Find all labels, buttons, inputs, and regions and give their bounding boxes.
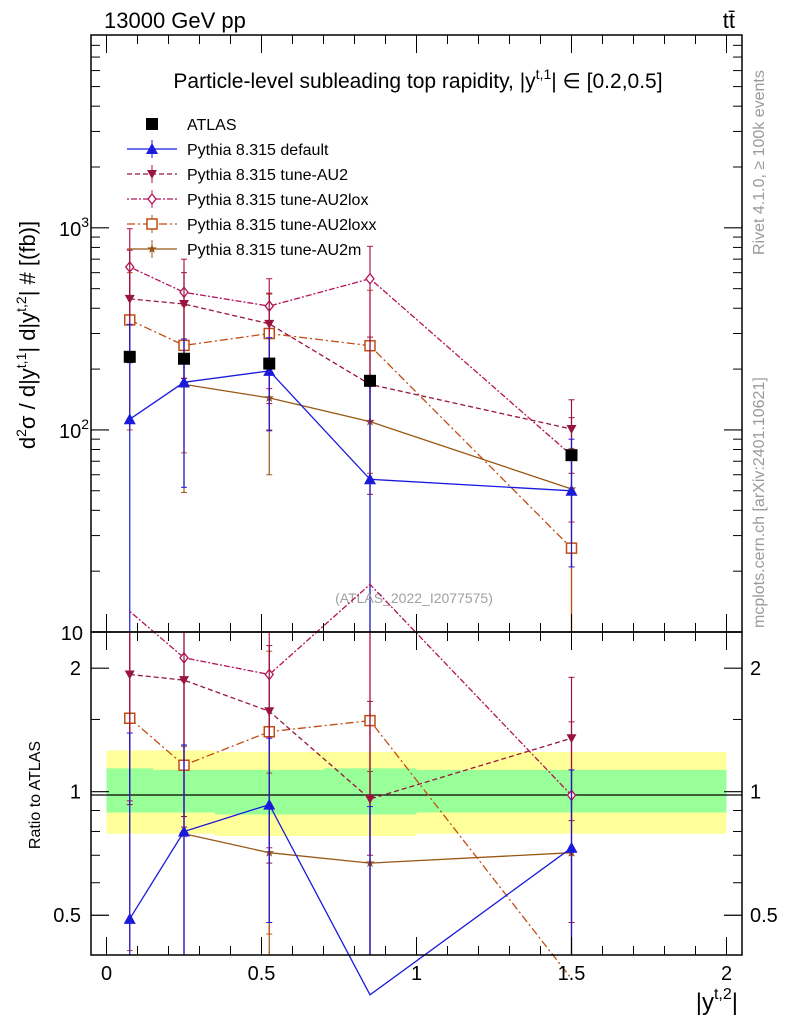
- ratio-ytick-label: 0.5: [53, 905, 81, 927]
- legend-marker-au2lox: [147, 192, 157, 206]
- main-point-default: [565, 484, 578, 496]
- main-line-au2m: [183, 383, 572, 490]
- analysis-watermark: (ATLAS_2022_I2077575): [335, 590, 493, 606]
- ratio-panel-frame: [90, 631, 743, 956]
- ratio-panel-series: [123, 583, 578, 996]
- legend-label-atlas: ATLAS: [187, 117, 237, 134]
- ratio-point-default: [263, 798, 276, 810]
- legend: ATLAS Pythia 8.315 default Pythia 8.315 tu…: [127, 117, 376, 259]
- ratio-xtick-label: 2: [721, 963, 732, 985]
- legend-entry-au2m: Pythia 8.315 tune-AU2m: [127, 240, 361, 259]
- header-right: tt̄: [723, 8, 735, 33]
- ratio-axis-title: Ratio to ATLAS: [27, 741, 44, 849]
- ratio-ytick-label-right: 0.5: [750, 905, 778, 927]
- ratio-point-au2: [566, 734, 577, 744]
- plot-title: Particle-level subleading top rapidity, …: [173, 66, 662, 93]
- main-ytick-label: 103: [59, 214, 89, 241]
- legend-entry-au2loxx: Pythia 8.315 tune-AU2loxx: [127, 215, 376, 234]
- ratio-panel-bands: [106, 750, 727, 836]
- main-point-atlas: [565, 449, 578, 462]
- main-point-au2: [566, 425, 577, 435]
- legend-marker-default: [146, 143, 158, 154]
- legend-label-au2lox: Pythia 8.315 tune-AU2lox: [187, 192, 368, 209]
- y-axis-title: d2σ / d|yt,1| d|yt,2| # [(fb)]: [13, 221, 40, 449]
- ratio-ytick-label-right: 2: [750, 658, 761, 680]
- main-point-atlas: [178, 352, 190, 365]
- ratio-ytick-label: 1: [70, 782, 81, 804]
- ratio-line-au2m: [183, 833, 572, 864]
- legend-marker-au2: [147, 170, 157, 179]
- main-panel-axes: 10 102 103: [59, 34, 742, 645]
- main-point-default: [364, 473, 376, 485]
- ratio-panel-axes: 0 0.5 1 1.5 2 0.5 0.5 1 1 2 2: [53, 632, 778, 985]
- ratio-point-default: [123, 912, 136, 924]
- ratio-point-default: [565, 841, 578, 853]
- legend-label-au2m: Pythia 8.315 tune-AU2m: [187, 242, 361, 259]
- legend-label-default: Pythia 8.315 default: [187, 142, 329, 159]
- legend-marker-au2loxx: [146, 218, 158, 230]
- ratio-point-default: [178, 825, 190, 837]
- ratio-point-au2: [264, 707, 275, 717]
- main-ytick-label: 10: [61, 623, 83, 645]
- ratio-xtick-label: 0.5: [248, 963, 276, 985]
- main-point-atlas: [263, 357, 276, 370]
- ratio-point-au2: [365, 794, 375, 804]
- ratio-ytick-label-right: 1: [750, 782, 761, 804]
- ratio-series-default: [123, 732, 578, 996]
- ratio-point-au2: [124, 670, 135, 680]
- ratio-point-au2: [179, 676, 189, 686]
- legend-entry-atlas: ATLAS: [146, 117, 237, 134]
- main-point-default: [178, 376, 190, 388]
- legend-marker-atlas: [146, 118, 158, 130]
- ratio-ytick-label: 2: [70, 658, 81, 680]
- main-point-au2: [179, 299, 189, 309]
- legend-entry-default: Pythia 8.315 default: [127, 140, 329, 159]
- ratio-xtick-label: 1.5: [558, 963, 586, 985]
- mcplots-label: mcplots.cern.ch [arXiv:2401.10621]: [751, 377, 768, 628]
- main-point-default: [123, 413, 136, 425]
- main-line-au2: [129, 298, 572, 430]
- main-ytick-label: 102: [59, 416, 89, 443]
- ratio-xtick-label: 0: [101, 963, 112, 985]
- main-point-au2lox: [365, 272, 375, 285]
- legend-marker-au2m: [147, 244, 157, 253]
- x-axis-title: |yt,2|: [696, 986, 738, 1016]
- legend-label-au2loxx: Pythia 8.315 tune-AU2loxx: [187, 217, 376, 234]
- main-point-atlas: [123, 350, 136, 363]
- main-series-atlas: [123, 350, 578, 462]
- legend-entry-au2lox: Pythia 8.315 tune-AU2lox: [127, 190, 368, 209]
- rivet-label: Rivet 4.1.0, ≥ 100k events: [751, 70, 768, 255]
- main-panel-series: [123, 228, 578, 632]
- header-left: 13000 GeV pp: [104, 8, 246, 33]
- ratio-line-au2lox: [129, 583, 572, 796]
- legend-label-au2: Pythia 8.315 tune-AU2: [187, 167, 348, 184]
- main-point-default: [263, 364, 276, 376]
- ratio-xtick-label: 1: [411, 963, 422, 985]
- main-point-au2: [124, 294, 135, 304]
- main-point-au2: [264, 319, 275, 329]
- legend-entry-au2: Pythia 8.315 tune-AU2: [127, 165, 348, 184]
- main-point-atlas: [364, 374, 376, 387]
